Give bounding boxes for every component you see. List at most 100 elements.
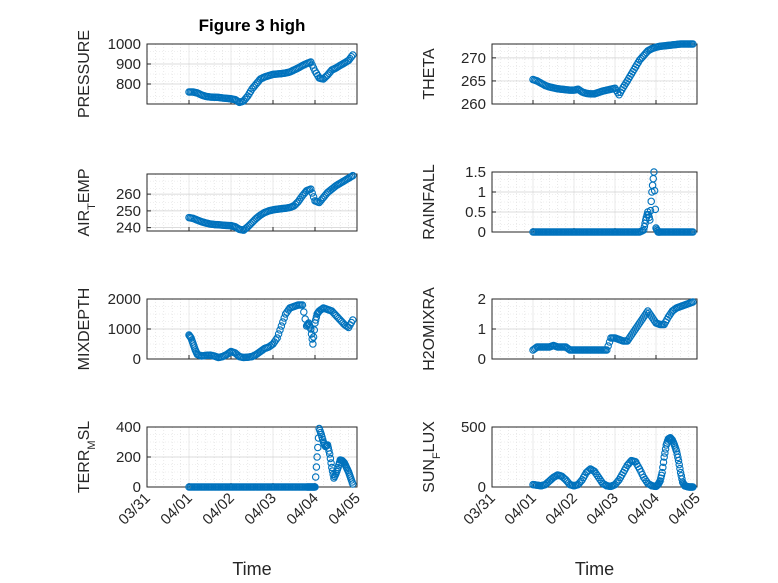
subplot-4: 0 1000 2000 MIXDEPTH <box>76 288 358 371</box>
y-tick-label: 500 <box>461 419 486 436</box>
data-point <box>273 334 281 342</box>
data-point <box>603 346 611 354</box>
x-tick-label: 04/05 <box>665 490 704 529</box>
x-tick-label: 04/04 <box>624 490 663 529</box>
data-point <box>327 459 335 467</box>
data-point <box>689 40 697 48</box>
axes-box <box>491 43 698 105</box>
data-point <box>347 53 356 61</box>
y-tick-label: 0.5 <box>465 204 486 221</box>
series-markers <box>185 171 357 234</box>
data-point <box>300 308 308 316</box>
data-point <box>651 205 660 214</box>
series-markers <box>529 168 697 236</box>
y-axis-label: TERRMSL <box>76 421 98 493</box>
series-markers <box>529 298 697 354</box>
y-axis-label: SUNFLUX <box>421 421 443 493</box>
y-tick-label: 800 <box>116 76 141 93</box>
y-tick-label: 1 <box>478 321 486 338</box>
series-markers <box>185 424 357 491</box>
series-markers <box>185 301 357 362</box>
series-markers <box>529 40 697 99</box>
data-point <box>309 333 318 341</box>
series-markers <box>185 51 357 107</box>
data-point <box>650 168 658 176</box>
y-axis-label: THETA <box>421 48 438 100</box>
data-point <box>185 332 194 340</box>
data-point <box>308 189 316 197</box>
data-point <box>308 335 316 343</box>
x-tick-label: 04/03 <box>241 490 280 529</box>
data-point <box>349 480 357 488</box>
x-tick-label: 04/02 <box>542 490 581 529</box>
y-tick-label: 0 <box>133 351 141 368</box>
x-axis-label: Time <box>232 559 271 579</box>
x-tick-label: 04/03 <box>583 490 622 529</box>
data-point <box>307 185 315 193</box>
y-tick-label: 900 <box>116 56 141 73</box>
y-tick-label: 270 <box>461 50 486 67</box>
y-axis-label: PRESSURE <box>76 30 93 118</box>
subplot-1: 260 265 270 THETA <box>421 40 698 113</box>
data-point <box>689 483 697 491</box>
data-point <box>674 456 683 465</box>
x-tick-label: 04/04 <box>283 490 322 529</box>
data-point <box>318 305 326 313</box>
data-point <box>298 301 307 309</box>
data-point <box>646 216 654 224</box>
data-point <box>647 197 655 206</box>
data-point <box>347 172 356 181</box>
y-tick-label: 260 <box>116 186 141 203</box>
data-point <box>314 443 322 452</box>
data-point <box>312 463 321 471</box>
data-point <box>312 313 321 321</box>
data-point <box>234 97 242 106</box>
data-point <box>280 314 288 322</box>
data-point <box>674 453 682 462</box>
y-tick-label: 400 <box>116 419 141 436</box>
y-axis-label: MIXDEPTH <box>76 288 93 371</box>
y-axis-label: AIRTEMP <box>76 168 98 236</box>
y-tick-label: 2000 <box>108 291 141 308</box>
grid <box>146 173 358 232</box>
y-tick-label: 2 <box>478 291 486 308</box>
data-point <box>689 228 697 236</box>
subplot-3: 0 0.5 1 1.5 RAINFALL <box>421 164 698 241</box>
y-tick-label: 1000 <box>108 321 141 338</box>
data-point <box>661 449 669 457</box>
y-axis-label: RAINFALL <box>421 164 438 240</box>
chart-title: Figure 3 high <box>199 16 306 35</box>
y-tick-label: 0 <box>133 479 141 496</box>
axes-box <box>146 173 358 232</box>
data-point <box>649 174 658 183</box>
y-tick-label: 1 <box>478 184 486 201</box>
y-tick-label: 1000 <box>108 36 141 53</box>
data-point <box>349 316 357 324</box>
subplot-5: 0 1 2 H2OMIXRA <box>421 287 698 371</box>
data-point <box>279 318 287 326</box>
subplot-0: 800 900 1000 PRESSURE Figure 3 high <box>76 16 358 118</box>
data-point <box>325 450 334 458</box>
data-point <box>349 51 357 59</box>
data-point <box>307 325 315 333</box>
data-point <box>276 326 284 334</box>
data-point <box>646 206 655 215</box>
data-point <box>274 330 283 338</box>
data-point <box>675 460 683 469</box>
data-point <box>349 171 357 180</box>
x-tick-label: 04/01 <box>157 490 196 529</box>
grid <box>491 171 698 233</box>
series-markers <box>529 434 697 491</box>
data-point <box>309 340 317 348</box>
y-tick-label: 250 <box>116 203 141 220</box>
data-point <box>277 322 286 330</box>
data-point <box>657 471 666 480</box>
data-point <box>657 474 665 482</box>
data-point <box>659 458 668 466</box>
x-tick-label: 04/02 <box>199 490 238 529</box>
data-point <box>313 453 321 461</box>
data-point <box>272 336 280 344</box>
data-point <box>585 466 593 474</box>
